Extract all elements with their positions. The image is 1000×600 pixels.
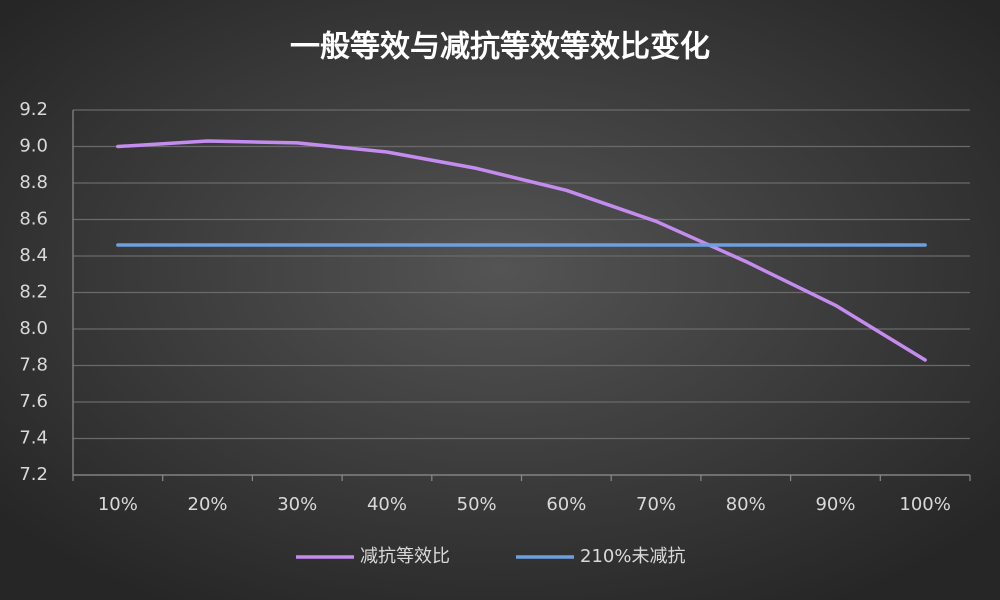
y-tick-label: 8.4 bbox=[19, 245, 48, 266]
x-tick-label: 70% bbox=[636, 494, 676, 515]
x-tick-label: 40% bbox=[367, 494, 407, 515]
y-tick-label: 7.6 bbox=[19, 391, 48, 412]
legend-label: 210%未减抗 bbox=[580, 546, 685, 567]
x-tick-label: 10% bbox=[98, 494, 138, 515]
x-tick-label: 90% bbox=[815, 494, 855, 515]
x-tick-label: 30% bbox=[277, 494, 317, 515]
y-tick-label: 9.0 bbox=[19, 136, 48, 157]
x-tick-label: 80% bbox=[726, 494, 766, 515]
x-tick-label: 50% bbox=[457, 494, 497, 515]
y-tick-label: 7.2 bbox=[19, 464, 48, 485]
y-tick-label: 8.6 bbox=[19, 209, 48, 230]
y-tick-label: 7.8 bbox=[19, 355, 48, 376]
x-tick-label: 20% bbox=[188, 494, 228, 515]
series-line bbox=[116, 139, 927, 362]
y-tick-label: 8.2 bbox=[19, 282, 48, 303]
y-tick-label: 7.4 bbox=[19, 428, 48, 449]
y-tick-label: 9.2 bbox=[19, 99, 48, 120]
y-tick-label: 8.0 bbox=[19, 318, 48, 339]
x-tick-label: 100% bbox=[899, 494, 950, 515]
chart-title: 一般等效与减抗等效等效比变化 bbox=[290, 30, 710, 65]
legend-label: 减抗等效比 bbox=[360, 546, 450, 567]
y-tick-label: 8.8 bbox=[19, 172, 48, 193]
x-tick-label: 60% bbox=[546, 494, 586, 515]
